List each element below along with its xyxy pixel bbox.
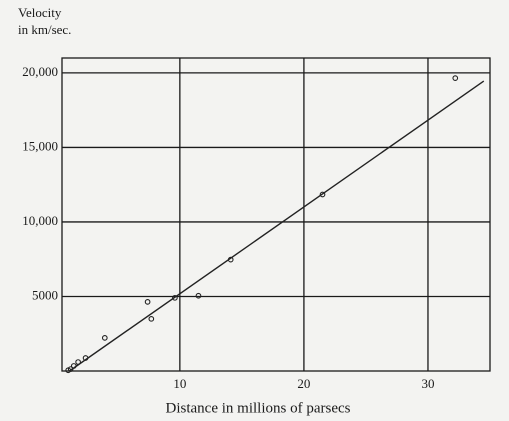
data-point — [319, 191, 326, 198]
data-point — [148, 315, 155, 322]
data-point — [452, 75, 459, 81]
x-tick-label: 30 — [421, 376, 434, 391]
plot-frame — [61, 57, 491, 372]
y-tick-label: 5000 — [32, 287, 58, 302]
y-axis-title: in km/sec. — [18, 22, 71, 37]
x-tick-label: 10 — [173, 376, 186, 391]
y-tick-label: 20,000 — [22, 64, 58, 79]
data-point — [144, 298, 151, 305]
y-tick-label: 10,000 — [22, 213, 58, 228]
x-tick-label: 20 — [297, 376, 310, 391]
data-point — [195, 292, 202, 299]
y-tick-label: 15,000 — [22, 138, 58, 153]
x-axis-title: Distance in millions of parsecs — [166, 400, 351, 416]
data-point — [172, 294, 178, 301]
data-point — [101, 335, 108, 341]
fit-line — [69, 80, 485, 372]
y-axis-title: Velocity — [18, 5, 62, 20]
